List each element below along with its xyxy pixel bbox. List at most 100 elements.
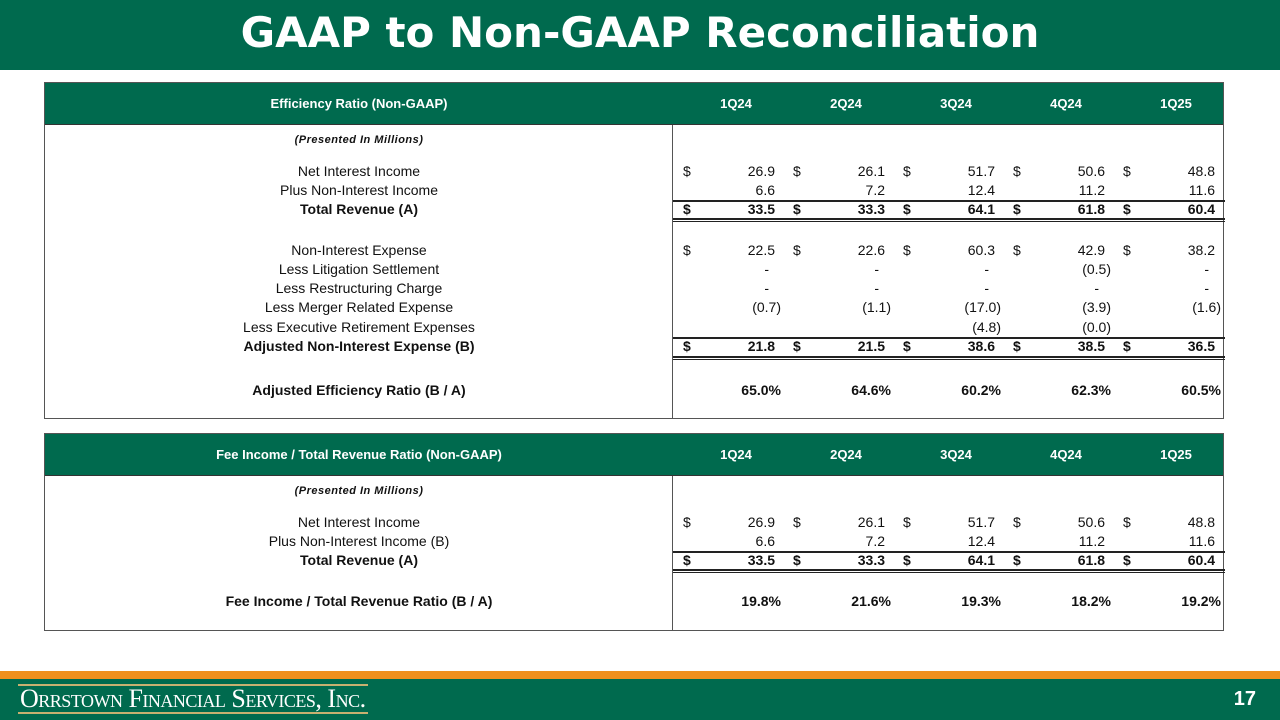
double-total-line xyxy=(673,218,1225,222)
cell-value: 11.2 xyxy=(1078,182,1105,198)
cell-value: 50.6 xyxy=(1077,514,1105,530)
column-header-2Q24: 2Q24 xyxy=(830,447,862,462)
currency-symbol: $ xyxy=(793,242,801,258)
table-title: Efficiency Ratio (Non-GAAP) xyxy=(270,96,448,111)
table-row: Net Interest Income $26.9 $26.1 $51.7 $50.6 $… xyxy=(45,514,1223,533)
cell-value: (1.1) xyxy=(862,299,891,315)
currency-symbol: $ xyxy=(793,552,801,568)
currency-symbol: $ xyxy=(793,514,801,530)
cell-value: 38.6 xyxy=(967,338,995,354)
cell-value: 62.3% xyxy=(1071,382,1111,398)
cell-value: 21.5 xyxy=(857,338,885,354)
column-divider xyxy=(672,476,673,630)
currency-symbol: $ xyxy=(903,338,911,354)
currency-symbol: $ xyxy=(903,242,911,258)
fee-income-ratio-table: Fee Income / Total Revenue Ratio (Non-GA… xyxy=(44,433,1225,631)
cell-value: 36.5 xyxy=(1187,338,1215,354)
column-header-4Q24: 4Q24 xyxy=(1050,447,1082,462)
cell-value: - xyxy=(764,280,769,296)
cell-value: 7.2 xyxy=(865,182,885,198)
cell-value: 19.3% xyxy=(961,593,1001,609)
cell-value: 6.6 xyxy=(755,182,775,198)
double-total-line xyxy=(673,569,1225,573)
table-row: Adjusted Efficiency Ratio (B / A) 65.0% 64… xyxy=(45,382,1223,401)
cell-value: 64.6% xyxy=(851,382,891,398)
cell-value: - xyxy=(1094,280,1099,296)
cell-value: 61.8 xyxy=(1077,201,1105,217)
cell-value: 33.3 xyxy=(857,552,885,568)
currency-symbol: $ xyxy=(1123,163,1131,179)
row-label: Less Executive Retirement Expenses xyxy=(243,319,475,335)
cell-value: 21.8 xyxy=(747,338,775,354)
units-note: (Presented In Millions) xyxy=(294,485,424,497)
cell-value: - xyxy=(874,261,879,277)
currency-symbol: $ xyxy=(683,514,691,530)
cell-value: 61.8 xyxy=(1077,552,1105,568)
table-header: Efficiency Ratio (Non-GAAP) 1Q24 2Q24 3Q24 4… xyxy=(45,83,1223,125)
currency-symbol: $ xyxy=(903,552,911,568)
currency-symbol: $ xyxy=(1123,338,1131,354)
footer: Orrstown Financial Services, Inc. 17 xyxy=(0,679,1280,720)
currency-symbol: $ xyxy=(683,552,691,568)
table-row: Less Restructuring Charge - - - - - xyxy=(45,280,1223,299)
cell-value: 60.4 xyxy=(1187,552,1215,568)
row-label: Net Interest Income xyxy=(297,514,421,530)
column-header-1Q25: 1Q25 xyxy=(1160,96,1192,111)
cell-value: 38.2 xyxy=(1187,242,1215,258)
row-label: Fee Income / Total Revenue Ratio (B / A) xyxy=(225,593,493,609)
cell-value: 11.2 xyxy=(1078,533,1105,549)
title-bar: GAAP to Non-GAAP Reconciliation xyxy=(0,0,1280,70)
column-header-3Q24: 3Q24 xyxy=(940,96,972,111)
cell-value: 12.4 xyxy=(967,533,995,549)
cell-value: 33.3 xyxy=(857,201,885,217)
row-label: Total Revenue (A) xyxy=(300,201,418,217)
currency-symbol: $ xyxy=(793,201,801,217)
cell-value: - xyxy=(764,261,769,277)
cell-value: 11.6 xyxy=(1188,182,1215,198)
company-logo: Orrstown Financial Services, Inc. xyxy=(18,684,368,714)
cell-value: - xyxy=(984,280,989,296)
currency-symbol: $ xyxy=(683,201,691,217)
cell-value: 6.6 xyxy=(755,533,775,549)
table-row: Plus Non-Interest Income 6.6 7.2 12.4 11.2 11… xyxy=(45,182,1223,201)
efficiency-ratio-table: Efficiency Ratio (Non-GAAP) 1Q24 2Q24 3Q24 4… xyxy=(44,82,1225,419)
cell-value: - xyxy=(1204,280,1209,296)
table-row: Less Litigation Settlement - - - (0.5) - xyxy=(45,261,1223,280)
cell-value: 26.1 xyxy=(857,514,885,530)
cell-value: 42.9 xyxy=(1077,242,1105,258)
row-label: Adjusted Efficiency Ratio (B / A) xyxy=(252,382,466,398)
cell-value: 48.8 xyxy=(1187,163,1215,179)
cell-value: 48.8 xyxy=(1187,514,1215,530)
cell-value: 60.2% xyxy=(961,382,1001,398)
currency-symbol: $ xyxy=(1013,514,1021,530)
cell-value: 7.2 xyxy=(865,533,885,549)
cell-value: (4.8) xyxy=(972,319,1001,335)
cell-value: 60.3 xyxy=(967,242,995,258)
cell-value: 33.5 xyxy=(747,552,775,568)
currency-symbol: $ xyxy=(683,163,691,179)
row-label: Less Merger Related Expense xyxy=(264,299,454,315)
column-header-1Q25: 1Q25 xyxy=(1160,447,1192,462)
cell-value: 64.1 xyxy=(967,552,995,568)
currency-symbol: $ xyxy=(1013,242,1021,258)
cell-value: (17.0) xyxy=(964,299,1001,315)
row-label: Plus Non-Interest Income (B) xyxy=(268,533,450,549)
column-header-2Q24: 2Q24 xyxy=(830,96,862,111)
cell-value: - xyxy=(1204,261,1209,277)
cell-value: 33.5 xyxy=(747,201,775,217)
footer-accent-stripe xyxy=(0,671,1280,679)
cell-value: 60.4 xyxy=(1187,201,1215,217)
currency-symbol: $ xyxy=(903,201,911,217)
currency-symbol: $ xyxy=(683,242,691,258)
column-header-1Q24: 1Q24 xyxy=(720,447,752,462)
table-header: Fee Income / Total Revenue Ratio (Non-GA… xyxy=(45,434,1223,476)
cell-value: 60.5% xyxy=(1181,382,1221,398)
cell-value: 19.2% xyxy=(1181,593,1221,609)
cell-value: (0.7) xyxy=(752,299,781,315)
cell-value: 26.1 xyxy=(857,163,885,179)
cell-value: 51.7 xyxy=(967,163,995,179)
column-header-1Q24: 1Q24 xyxy=(720,96,752,111)
cell-value: - xyxy=(984,261,989,277)
table-row: Total Revenue (A) $33.5 $33.3 $64.1 $61.8 $60… xyxy=(45,201,1223,220)
cell-value: - xyxy=(874,280,879,296)
